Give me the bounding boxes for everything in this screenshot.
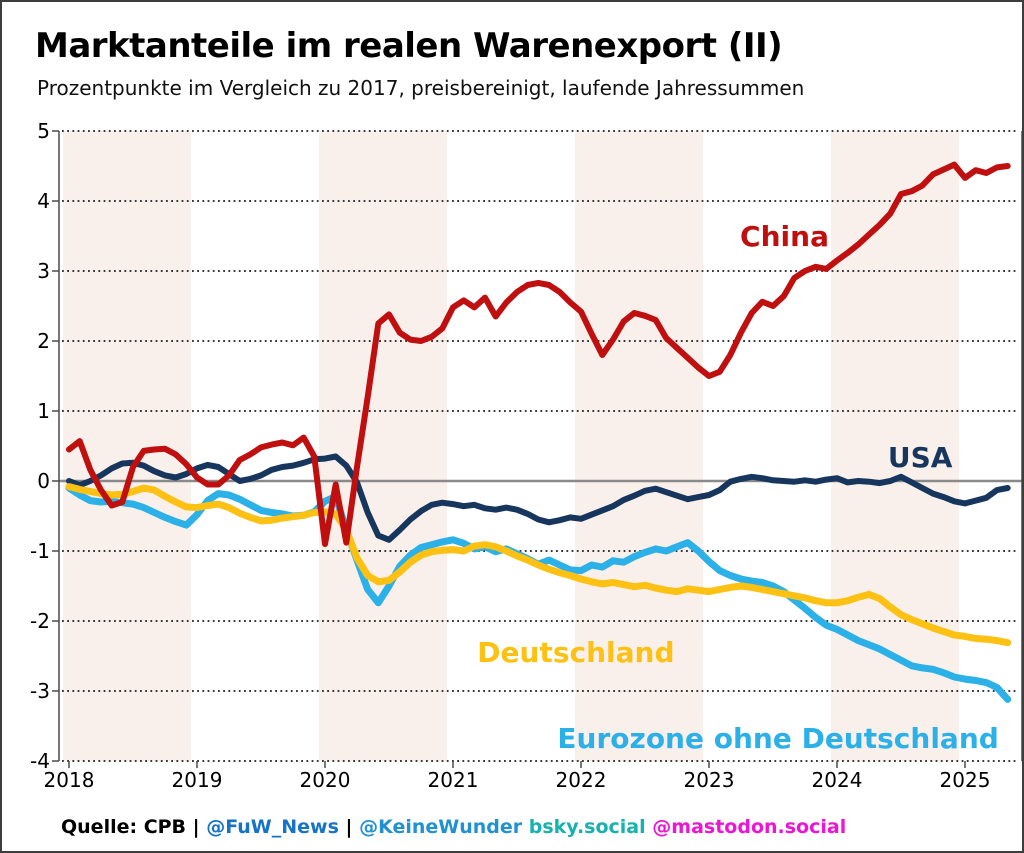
x-tick-label-2019: 2019 [171,768,223,792]
series-line-usa [66,453,1011,543]
x-tick-label-2025: 2025 [939,768,991,792]
chart-subtitle: Prozentpunkte im Vergleich zu 2017, prei… [37,76,805,100]
source-segment-5 [522,816,529,838]
series-line-deutschland [65,483,1012,647]
x-tick-label-2021: 2021 [427,768,479,792]
x-tick-label-2023: 2023 [683,768,735,792]
y-tick-label: -3 [30,679,50,703]
chart-title: Marktanteile im realen Warenexport (II) [35,26,783,66]
year-band-2022 [575,131,703,761]
y-tick-label: 4 [37,189,50,213]
x-tick-label-2024: 2024 [811,768,863,792]
source-segment-6: bsky.social [528,816,646,838]
source-segment-8: @mastodon.social [652,816,847,838]
source-segment-1: | [186,816,207,838]
source-segment-2: @FuW_News [206,816,339,838]
year-band-2020 [319,131,447,761]
series-label-usa: USA [887,440,953,474]
x-tick-label-2018: 2018 [43,768,95,792]
x-tick-label-2020: 2020 [299,768,351,792]
x-tick-label-2022: 2022 [555,768,607,792]
series-line-china [66,161,1011,547]
y-tick-label: 3 [37,259,50,283]
y-tick-label: -4 [30,749,50,773]
y-tick-label: -2 [30,609,50,633]
y-tick-label: 5 [37,119,50,143]
series-label-deutschland: Deutschland [477,636,675,670]
series-label-china: China [740,219,829,253]
series-label-eurozone-ohne-deutschland: Eurozone ohne Deutschland [557,722,999,756]
y-tick-label: 2 [37,329,50,353]
y-tick-label: 1 [37,399,50,423]
source-segment-3: | [338,816,360,838]
y-tick-label: 0 [37,469,50,493]
source-segment-4: @KeineWunder [359,816,523,838]
y-tick-label: -1 [30,539,50,563]
source-line: Quelle: CPB | @FuW_News | @KeineWunder b… [61,815,846,840]
source-segment-0: Quelle: CPB [61,816,187,838]
